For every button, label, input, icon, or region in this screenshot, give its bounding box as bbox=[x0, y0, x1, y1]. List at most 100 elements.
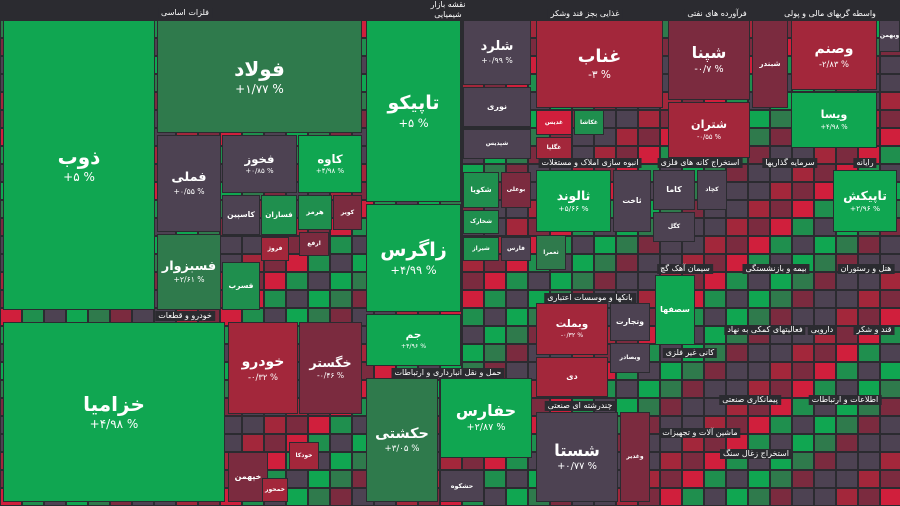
stock-tile: وتجارت bbox=[610, 303, 650, 341]
small-tile bbox=[484, 326, 506, 344]
small-tile bbox=[770, 416, 792, 434]
stock-name: خودکا bbox=[295, 452, 313, 460]
stock-change: +۵ % bbox=[63, 170, 95, 185]
small-tile bbox=[682, 488, 704, 506]
small-tile bbox=[330, 272, 352, 290]
stock-tile: خودکا bbox=[289, 442, 319, 470]
stock-tile: شلرد +۰/۹۹ % bbox=[463, 20, 531, 85]
small-tile bbox=[726, 290, 748, 308]
stock-change: +۴/۹۹ % bbox=[390, 262, 437, 277]
stock-name: تاپیکو bbox=[387, 92, 440, 115]
sector-title: فرآورده های نفتی bbox=[684, 9, 750, 19]
small-tile bbox=[792, 452, 814, 470]
small-tile bbox=[726, 272, 748, 290]
stock-change: +۴/۹۸ % bbox=[89, 417, 139, 432]
small-tile bbox=[594, 272, 616, 290]
small-tile bbox=[814, 434, 836, 452]
stock-name: حشکوه bbox=[450, 481, 474, 490]
stock-tile: فسازان bbox=[261, 195, 297, 235]
sector-title: فلزات اساسی bbox=[158, 8, 212, 18]
stock-name: حکشتی bbox=[375, 426, 429, 443]
stock-tile: هرمز bbox=[298, 195, 332, 230]
stock-change: +۳/۰۵ % bbox=[384, 443, 420, 454]
small-tile bbox=[836, 344, 858, 362]
small-tile bbox=[308, 470, 330, 488]
small-tile bbox=[880, 380, 900, 398]
stock-name: سصفها bbox=[660, 304, 690, 314]
small-tile bbox=[858, 290, 880, 308]
stock-name: فسرب bbox=[228, 281, 254, 291]
stock-tile: خزامیا +۴/۹۸ % bbox=[3, 322, 225, 502]
small-tile bbox=[286, 290, 308, 308]
stock-tile: وبصادر bbox=[610, 343, 650, 373]
small-tile bbox=[748, 488, 770, 506]
stock-tile: شبندر bbox=[752, 20, 788, 108]
small-tile bbox=[616, 110, 638, 128]
stock-tile: خپهمن bbox=[228, 452, 268, 502]
stock-name: خگستر bbox=[309, 354, 352, 370]
small-tile bbox=[330, 290, 352, 308]
sector-title: غذایی بجز قند وشکر bbox=[547, 9, 623, 19]
stock-tile: حشکوه bbox=[440, 470, 484, 502]
stock-tile: نوری bbox=[463, 87, 531, 127]
stock-name: ذوب bbox=[57, 145, 101, 170]
small-tile bbox=[814, 236, 836, 254]
small-tile bbox=[506, 272, 528, 290]
stock-change: +۴/۹۸ % bbox=[315, 167, 345, 176]
small-tile bbox=[506, 308, 528, 326]
small-tile bbox=[572, 254, 594, 272]
stock-name: حفارس bbox=[455, 401, 517, 421]
stock-name: وبملت bbox=[555, 318, 589, 331]
sector-title: فعالیتهای کمکی به نهاد bbox=[724, 325, 806, 335]
small-tile bbox=[792, 236, 814, 254]
small-tile bbox=[792, 272, 814, 290]
stock-tile: فروژ bbox=[261, 237, 289, 261]
small-tile bbox=[726, 488, 748, 506]
small-tile bbox=[704, 326, 726, 344]
small-tile bbox=[616, 236, 638, 254]
small-tile bbox=[792, 416, 814, 434]
stock-name: کاسپین bbox=[227, 210, 255, 220]
small-tile bbox=[682, 362, 704, 380]
small-tile bbox=[836, 452, 858, 470]
stock-tile: کویر bbox=[333, 195, 362, 230]
stock-name: شکویا bbox=[470, 185, 492, 195]
stock-name: کاوه bbox=[317, 151, 343, 166]
small-tile bbox=[814, 272, 836, 290]
small-tile bbox=[814, 488, 836, 506]
small-tile bbox=[836, 290, 858, 308]
stock-name: غدیس bbox=[544, 118, 564, 126]
stock-tile: ارفع bbox=[299, 232, 329, 256]
small-tile bbox=[616, 380, 638, 398]
stock-tile: شستا +۰/۷۷ % bbox=[536, 412, 618, 502]
sector-title: اطلاعات و ارتباطات bbox=[808, 395, 882, 405]
stock-change: -۳ % bbox=[588, 68, 611, 81]
small-tile bbox=[770, 200, 792, 218]
small-tile bbox=[264, 434, 286, 452]
small-tile bbox=[858, 272, 880, 290]
stock-tile: فارس bbox=[501, 237, 531, 261]
small-tile bbox=[770, 272, 792, 290]
stock-change: +۲/۹۶ % bbox=[849, 204, 881, 214]
stock-tile: خمحور bbox=[262, 478, 288, 502]
small-tile bbox=[792, 308, 814, 326]
small-tile bbox=[704, 362, 726, 380]
stock-change: +۲/۸۷ % bbox=[466, 422, 506, 434]
small-tile bbox=[726, 218, 748, 236]
small-tile bbox=[792, 488, 814, 506]
small-tile bbox=[682, 398, 704, 416]
stock-tile: وغدیر bbox=[620, 412, 650, 502]
stock-name: خپهمن bbox=[234, 471, 262, 481]
small-tile bbox=[308, 272, 330, 290]
small-tile bbox=[308, 416, 330, 434]
small-tile bbox=[748, 128, 770, 146]
small-tile bbox=[330, 452, 352, 470]
small-tile bbox=[880, 416, 900, 434]
stock-tile: جم +۴/۹۶ % bbox=[366, 314, 461, 366]
small-tile bbox=[792, 470, 814, 488]
stock-tile: شیراز bbox=[463, 237, 499, 261]
small-tile bbox=[660, 488, 682, 506]
small-tile bbox=[286, 416, 308, 434]
small-tile bbox=[880, 146, 900, 164]
stock-tile: کاوه +۴/۹۸ % bbox=[298, 135, 362, 193]
